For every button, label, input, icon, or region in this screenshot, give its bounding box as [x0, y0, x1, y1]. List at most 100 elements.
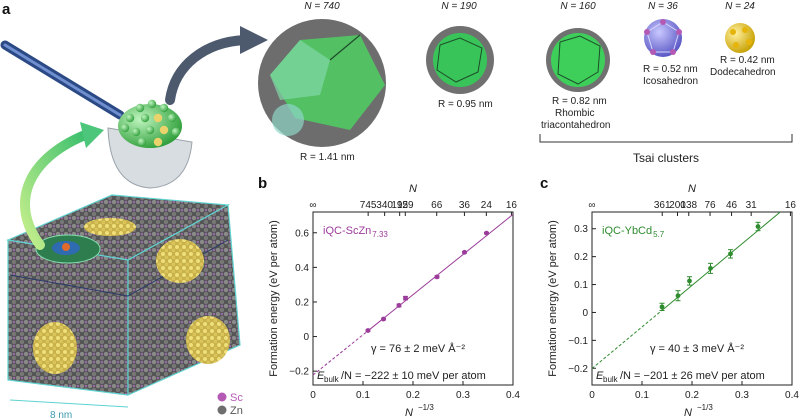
cluster-r-24: R = 0.42 nm: [720, 55, 775, 66]
x-tick-label: 0.1: [356, 390, 370, 401]
data-point: [755, 224, 761, 229]
chart-b: 0 0.1 0.2 0.3 0.4 −0.2 0 0.2 0.4 0.6 ∞ 745 340192159…: [268, 183, 520, 419]
gamma-annotation: γ = 40 ± 3 meV Å⁻²: [650, 342, 744, 355]
data-point: [434, 274, 440, 280]
x-axis-label: N: [684, 407, 692, 419]
cluster-atom: [153, 113, 163, 123]
cluster-atom: [159, 125, 169, 135]
y-tick-label: −0.2: [568, 364, 588, 375]
top-tick-label: 16: [785, 200, 797, 211]
top-tick-label: ∞: [309, 200, 316, 211]
cluster-n-190: N = 190: [441, 1, 477, 12]
ebulk-annotation: /N = −222 ± 10 meV per atom: [341, 370, 486, 382]
x-tick-label: 0.2: [685, 390, 699, 401]
cluster-atom: [120, 123, 130, 133]
curved-arrow: [20, 130, 90, 250]
data-point: [484, 230, 489, 236]
cluster-atom: [147, 99, 157, 109]
cluster-r-740: R = 1.41 nm: [300, 152, 355, 163]
y-tick-label: 0.2: [295, 297, 309, 308]
scale-bar: [9, 399, 129, 408]
cluster-190-image: [426, 26, 494, 94]
data-point: [396, 303, 402, 308]
x-tick-label: 0: [589, 390, 595, 401]
x-axis-label: N: [405, 407, 413, 419]
x-tick-label: 0.3: [456, 390, 470, 401]
legend-marker-zn: [217, 405, 227, 415]
cluster-atom: [137, 137, 147, 147]
top-tick-label: 340: [376, 200, 393, 211]
tsai-bracket: [539, 134, 793, 143]
top-tick-label: 361: [654, 200, 671, 211]
cluster-atom: [145, 125, 155, 135]
cluster-atom: [171, 127, 181, 137]
top-tick-label: 36: [459, 200, 471, 211]
top-tick-label: 76: [704, 200, 716, 211]
plot-frame: [591, 211, 793, 386]
series-label: iQC-YbCd: [602, 225, 652, 237]
ebulk-subscript: bulk: [603, 375, 619, 384]
panel-label-a: a: [2, 1, 11, 18]
series-label: iQC-ScZn: [323, 225, 371, 237]
fit-line-extrapolated: [312, 330, 369, 376]
y-axis-label: Formation energy (eV per atom): [268, 220, 280, 377]
cluster-patch: [186, 316, 230, 364]
top-tick-label: 200: [669, 200, 686, 211]
data-point: [381, 316, 386, 322]
x-tick-label: 0.4: [506, 390, 520, 401]
top-tick-label: 192: [391, 200, 408, 211]
cluster-r-160: R = 0.82 nm: [552, 96, 607, 107]
y-tick-label: 0.1: [574, 280, 588, 291]
ebulk-subscript: bulk: [324, 375, 340, 384]
cluster-740-image: [258, 19, 386, 147]
cluster-36-image: [644, 19, 682, 57]
cluster-atom: [167, 113, 177, 123]
cluster-atom: [159, 103, 169, 113]
data-point: [659, 304, 665, 310]
panel-label-b: b: [258, 175, 267, 192]
cluster-r-36: R = 0.52 nm: [643, 64, 698, 75]
top-tick-label: 159: [397, 200, 414, 211]
x-tick-label: 0.2: [406, 390, 420, 401]
cluster-160-image: [546, 28, 610, 92]
data-point: [728, 251, 733, 257]
data-point: [403, 295, 408, 301]
cluster-atom: [131, 127, 141, 137]
cluster-24-image: [725, 23, 755, 53]
legend-marker-sc: [217, 392, 227, 402]
x-tick-label: 0.1: [635, 390, 649, 401]
cluster-patch: [33, 322, 77, 374]
cluster-n-24: N = 24: [725, 1, 755, 12]
cluster-patch: [84, 218, 136, 236]
cluster-n-36: N = 36: [648, 1, 678, 12]
x-tick-label: 0.4: [785, 390, 799, 401]
cluster-atom: [135, 103, 145, 113]
data-point: [462, 249, 467, 255]
cluster-r-190: R = 0.95 nm: [438, 99, 493, 110]
y-tick-label: 0.3: [574, 224, 588, 235]
cluster-name-triacontahedron: triacontahedron: [541, 120, 611, 131]
y-tick-label: 0: [582, 308, 588, 319]
gamma-annotation: γ = 76 ± 2 meV Å⁻²: [371, 342, 465, 355]
series-label-subscript: 5.7: [653, 230, 665, 239]
cluster-atom: [125, 113, 135, 123]
top-tick-label: ∞: [588, 200, 595, 211]
top-tick-label: 138: [680, 200, 697, 211]
cluster-patch: [156, 239, 204, 283]
cluster-name-icosahedron: Icosahedron: [643, 76, 698, 87]
top-axis-label: N: [688, 183, 696, 195]
legend-label-sc: Sc: [230, 392, 243, 404]
y-tick-label: −0.1: [568, 336, 588, 347]
data-point: [687, 278, 692, 284]
cluster-atom: [153, 137, 163, 147]
quasicrystal-illustration: 8 nm Sc Zn: [0, 26, 268, 419]
y-tick-label: 0.6: [295, 228, 309, 239]
cluster-name-rhombic: Rhombic: [555, 108, 594, 119]
x-tick-label: 0: [310, 390, 316, 401]
y-tick-label: 0.2: [574, 252, 588, 263]
ebulk-prefix: E: [317, 370, 325, 382]
top-tick-label: 46: [726, 200, 738, 211]
spoon-bowl: [107, 127, 193, 189]
